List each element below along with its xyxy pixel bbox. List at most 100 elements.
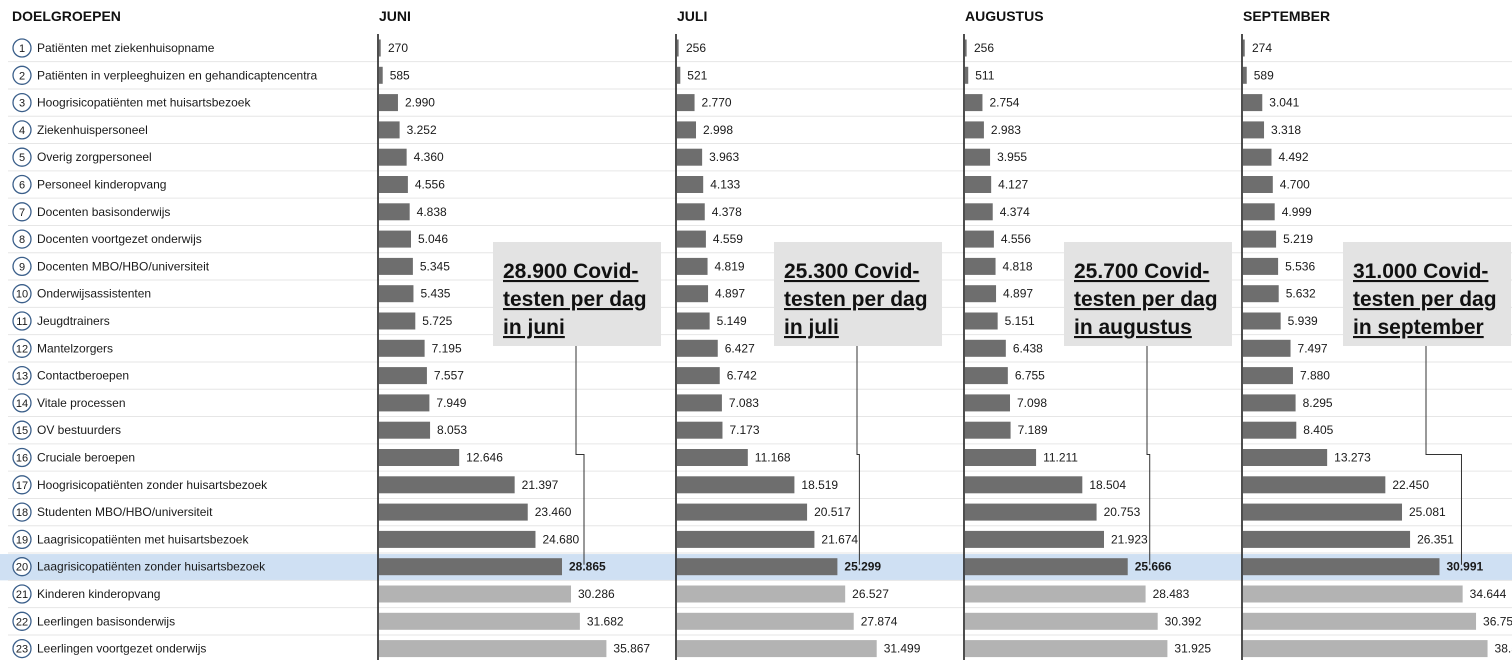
bar-value-label: 5.149 bbox=[717, 314, 747, 328]
bar-value-label: 25.081 bbox=[1409, 505, 1446, 519]
bar bbox=[965, 449, 1037, 466]
bar bbox=[965, 476, 1083, 494]
bar-value-label: 5.435 bbox=[420, 287, 450, 301]
bar-value-label: 511 bbox=[975, 68, 994, 82]
bar-value-label: 7.497 bbox=[1298, 341, 1328, 355]
bar-value-label: 3.252 bbox=[407, 123, 437, 137]
bar bbox=[965, 640, 1168, 658]
category-labels: DOELGROEPEN 1 Patiënten met ziekenhuisopna… bbox=[12, 8, 318, 659]
bar-value-label: 7.557 bbox=[434, 369, 464, 383]
bar bbox=[965, 230, 994, 248]
bar-value-label: 7.880 bbox=[1300, 369, 1330, 383]
bar bbox=[965, 530, 1104, 548]
bar bbox=[677, 640, 877, 658]
bar bbox=[1243, 530, 1411, 548]
category-number-circle bbox=[12, 229, 32, 249]
category-label: Hoogrisicopatiënten met huisartsbezoek bbox=[37, 96, 251, 110]
bar-value-label: 2.990 bbox=[405, 96, 435, 110]
category-number-circle bbox=[12, 447, 32, 468]
category-label: Docenten basisonderwijs bbox=[37, 205, 170, 219]
bar-value-label: 13.273 bbox=[1334, 451, 1371, 465]
category-label: Laagrisicopatiënten met huisartsbezoek bbox=[37, 532, 249, 546]
bar bbox=[1243, 612, 1477, 630]
bar-value-label: 4.492 bbox=[1278, 150, 1308, 164]
callout-connector bbox=[575, 346, 585, 565]
bar bbox=[677, 148, 703, 166]
bar-value-label: 5.725 bbox=[422, 314, 452, 328]
bar-value-label: 2.770 bbox=[702, 96, 732, 110]
bar bbox=[965, 585, 1146, 603]
bar bbox=[1243, 66, 1247, 84]
bar bbox=[965, 203, 993, 221]
bar bbox=[965, 503, 1097, 521]
category-number-circle bbox=[12, 638, 32, 659]
bar bbox=[677, 585, 846, 603]
callout-text-line: testen per dag bbox=[1074, 288, 1218, 311]
bar bbox=[677, 530, 815, 548]
bar bbox=[379, 558, 563, 576]
bar-value-label: 18.504 bbox=[1089, 478, 1126, 492]
bar-value-label: 5.536 bbox=[1285, 259, 1315, 273]
bar bbox=[379, 203, 410, 221]
category-number: 1 bbox=[19, 43, 25, 55]
bar-value-label: 5.939 bbox=[1288, 314, 1318, 328]
bar-value-label: 4.127 bbox=[998, 178, 1028, 192]
bar bbox=[677, 230, 706, 248]
bar-value-label: 31.682 bbox=[587, 614, 624, 628]
callout-text-line: in juli bbox=[784, 316, 839, 339]
bar bbox=[1243, 257, 1279, 275]
bar bbox=[965, 121, 984, 139]
month-panel-augustus: AUGUSTUS 256 511 2.754 2.983 3.955 4.127 4.374 4… bbox=[963, 8, 1211, 660]
category-number: 22 bbox=[16, 616, 28, 628]
bar-value-label: 5.345 bbox=[420, 259, 450, 273]
category-label: Leerlingen basisonderwijs bbox=[37, 614, 175, 628]
bar-value-label: 4.133 bbox=[710, 178, 740, 192]
callout-connector bbox=[1146, 346, 1151, 565]
bar bbox=[1243, 203, 1275, 221]
bar-value-label: 256 bbox=[974, 41, 994, 55]
bar bbox=[965, 339, 1006, 357]
category-number: 9 bbox=[19, 261, 25, 273]
category-number: 11 bbox=[16, 316, 27, 328]
bar bbox=[379, 640, 607, 658]
bar-value-label: 21.923 bbox=[1111, 532, 1148, 546]
category-label: Docenten voortgezet onderwijs bbox=[37, 232, 202, 246]
bar bbox=[965, 285, 997, 303]
bar bbox=[1243, 339, 1291, 357]
callout-augustus: 25.700 Covid-testen per dag in augustus bbox=[1064, 242, 1232, 565]
category-label: Studenten MBO/HBO/universiteit bbox=[37, 505, 213, 519]
bar bbox=[965, 39, 967, 57]
bar bbox=[677, 339, 718, 357]
category-number: 14 bbox=[16, 398, 28, 410]
category-number: 13 bbox=[16, 371, 28, 383]
category-label: Kinderen kinderopvang bbox=[37, 587, 160, 601]
category-number-circle bbox=[12, 202, 32, 222]
category-number: 12 bbox=[16, 343, 28, 355]
bar-value-label: 25.299 bbox=[844, 560, 881, 574]
row-gridlines bbox=[8, 61, 1512, 636]
category-label: Laagrisicopatiënten zonder huisartsbezoe… bbox=[37, 560, 266, 574]
bar bbox=[677, 421, 723, 439]
bar-value-label: 4.556 bbox=[415, 178, 445, 192]
bar-value-label: 256 bbox=[686, 41, 706, 55]
bar bbox=[965, 66, 969, 84]
bar-value-label: 8.405 bbox=[1303, 423, 1333, 437]
category-number-circle bbox=[12, 557, 32, 577]
category-label: Leerlingen voortgezet onderwijs bbox=[37, 642, 206, 656]
bar bbox=[677, 558, 838, 576]
category-number: 2 bbox=[19, 70, 25, 82]
category-label: Cruciale beroepen bbox=[37, 451, 135, 465]
bar bbox=[379, 176, 408, 193]
category-number: 19 bbox=[16, 534, 28, 546]
category-label: Ziekenhuispersoneel bbox=[37, 123, 148, 137]
bar-value-label: 26.527 bbox=[852, 587, 889, 601]
category-number: 15 bbox=[16, 425, 28, 437]
callout-text-line: 25.300 Covid- bbox=[784, 260, 919, 283]
bar-value-label: 34.644 bbox=[1470, 587, 1507, 601]
bar-value-label: 5.046 bbox=[418, 232, 448, 246]
bar bbox=[379, 367, 427, 385]
bar-value-label: 3.955 bbox=[997, 150, 1027, 164]
bar bbox=[379, 476, 515, 494]
category-number-circle bbox=[12, 311, 32, 331]
category-number: 16 bbox=[16, 453, 28, 465]
